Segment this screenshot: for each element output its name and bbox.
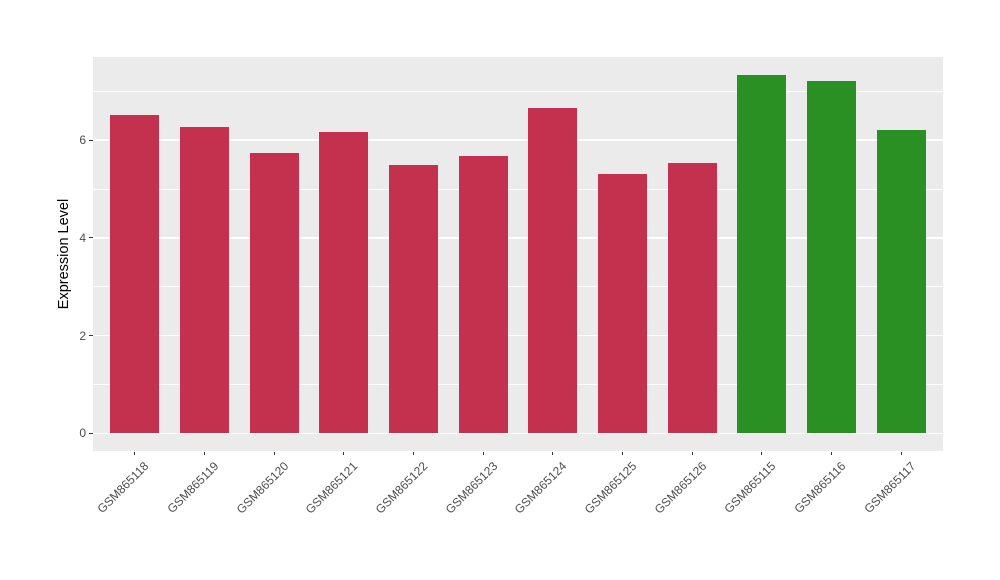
y-tick-label: 6 xyxy=(79,133,86,148)
x-tick-label: GSM865120 xyxy=(233,459,292,517)
bar-GSM865124 xyxy=(528,107,578,434)
x-axis-tick xyxy=(203,451,206,455)
x-axis-tick xyxy=(343,451,345,455)
gridline-minor xyxy=(93,90,943,92)
x-tick-label: GSM865126 xyxy=(651,459,710,517)
x-axis-tick xyxy=(412,451,415,455)
plot-panel xyxy=(93,57,943,451)
x-tick-label: GSM865124 xyxy=(512,459,570,517)
gridline-minor xyxy=(93,384,943,385)
x-axis-tick xyxy=(482,451,484,455)
y-axis-tick xyxy=(89,335,93,337)
bar-GSM865117 xyxy=(876,129,926,434)
y-axis-tick xyxy=(89,237,93,239)
gridline-minor xyxy=(93,188,943,190)
gridline-major xyxy=(93,432,943,435)
bar-GSM865122 xyxy=(389,165,438,434)
bar-GSM865121 xyxy=(319,131,369,434)
y-axis-tick xyxy=(89,432,93,434)
bar-GSM865120 xyxy=(249,152,299,434)
gridline-minor xyxy=(93,286,943,288)
bar-GSM865119 xyxy=(180,127,229,434)
bar-GSM865126 xyxy=(667,163,717,434)
x-tick-label: GSM865116 xyxy=(791,459,849,516)
bar-GSM865118 xyxy=(110,114,160,434)
y-tick-label: 0 xyxy=(79,426,86,441)
x-tick-label: GSM865118 xyxy=(94,459,152,516)
gridline-major xyxy=(93,139,943,141)
x-axis-tick xyxy=(761,451,763,455)
x-tick-label: GSM865115 xyxy=(721,459,779,516)
x-axis-tick xyxy=(621,451,624,455)
x-axis-tick xyxy=(134,451,136,455)
bar-GSM865115 xyxy=(737,75,787,434)
x-tick-label: GSM865123 xyxy=(442,459,501,517)
x-axis-tick xyxy=(691,451,693,455)
x-tick-label: GSM865117 xyxy=(861,459,919,516)
bar-GSM865125 xyxy=(598,173,647,434)
x-tick-label: GSM865119 xyxy=(164,459,222,516)
y-tick-label: 4 xyxy=(79,230,86,245)
bar-GSM865116 xyxy=(807,80,856,434)
x-axis-tick xyxy=(273,451,275,455)
y-axis: 0 2 4 6 xyxy=(0,57,93,451)
gridline-major xyxy=(93,334,943,337)
x-axis: GSM865118 GSM865119 GSM865120 GSM865121 GSM8… xyxy=(93,451,943,580)
x-axis-tick xyxy=(900,451,902,455)
y-axis-tick xyxy=(89,139,93,141)
y-tick-label: 2 xyxy=(79,328,86,343)
x-tick-label: GSM865121 xyxy=(303,459,361,517)
gridline-major xyxy=(93,237,943,239)
x-tick-label: GSM865122 xyxy=(372,459,431,517)
x-axis-tick xyxy=(830,451,833,455)
x-tick-label: GSM865125 xyxy=(581,459,640,517)
x-axis-tick xyxy=(552,451,554,455)
bar-GSM865123 xyxy=(458,155,508,434)
